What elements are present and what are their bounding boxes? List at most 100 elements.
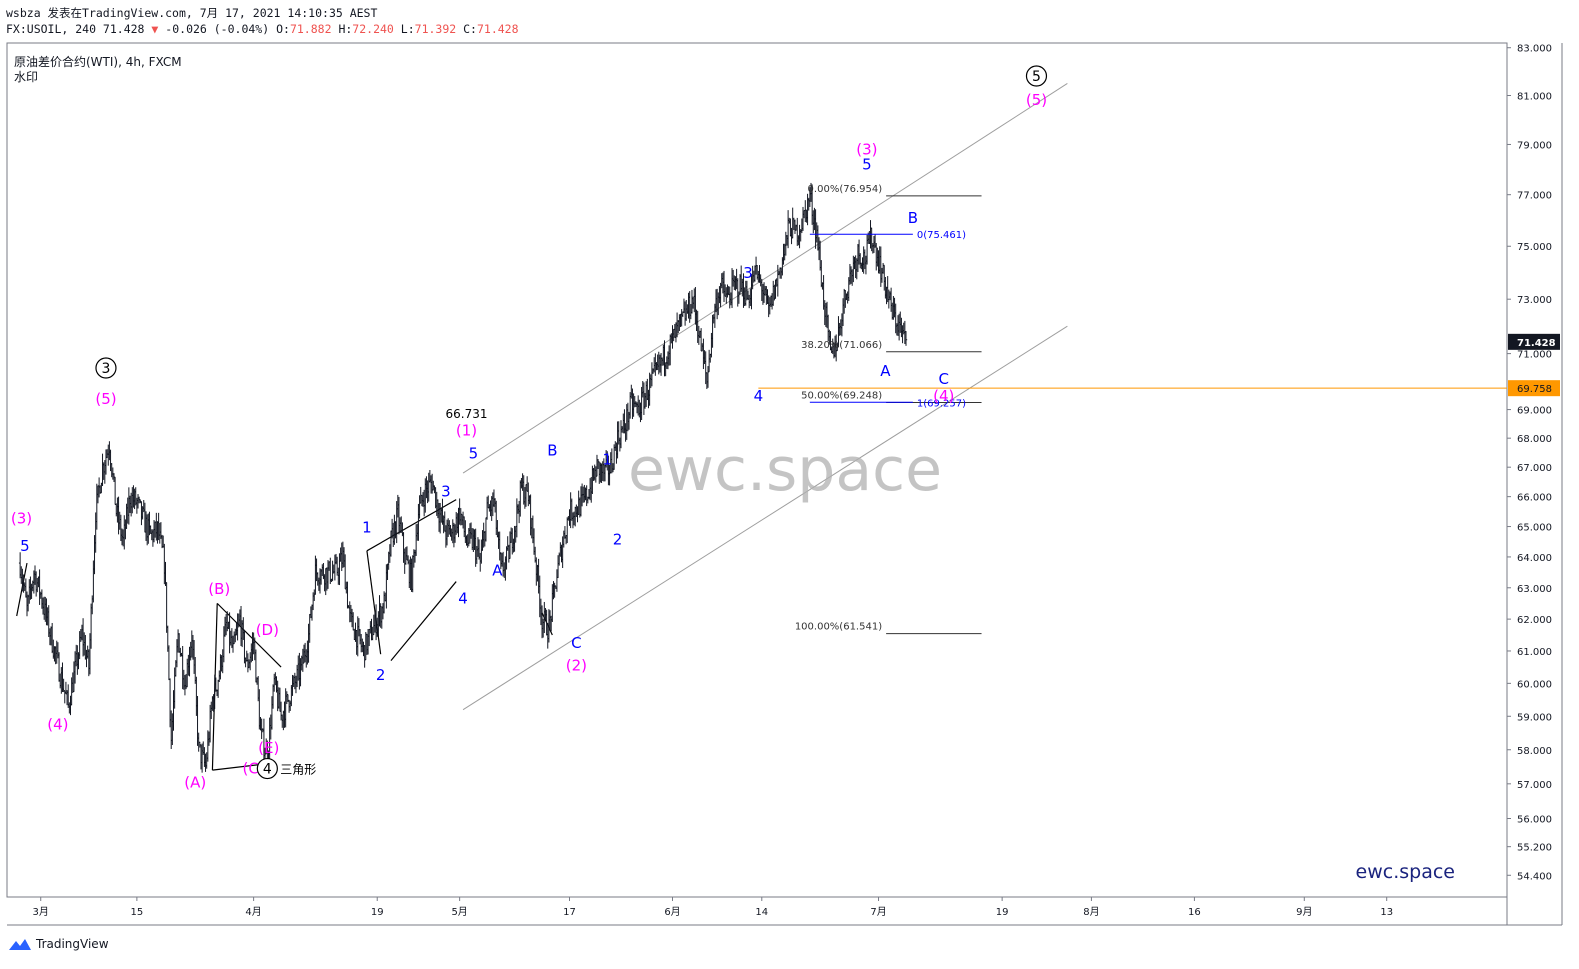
instrument-title: 原油差价合约(WTI), 4h, FXCM	[14, 55, 182, 69]
wave-label: (1)	[456, 421, 477, 439]
fib-level-label: 38.20%(71.066)	[801, 340, 882, 351]
wave-label: (4)	[933, 387, 954, 405]
brand-text: ewc.space	[1356, 861, 1455, 883]
y-tick-label: 67.000	[1517, 463, 1552, 474]
level-price-tag	[1508, 380, 1560, 397]
pattern-line	[366, 550, 382, 655]
wave-label: (A)	[184, 773, 206, 791]
x-tick-label: 5月	[451, 906, 467, 918]
x-tick-label: 9月	[1296, 906, 1312, 918]
x-tick-label: 4月	[245, 906, 261, 918]
y-tick-label: 56.000	[1517, 814, 1552, 825]
wave-label: (5)	[1026, 91, 1047, 109]
wave-label: C	[939, 370, 949, 388]
y-tick-label: 60.000	[1517, 679, 1552, 690]
tradingview-logo-text: TradingView	[36, 937, 109, 951]
x-tick-label: 17	[563, 907, 576, 918]
y-tick-label: 69.000	[1517, 406, 1552, 417]
wave-label: (D)	[256, 621, 279, 639]
y-tick-label: 63.000	[1517, 584, 1552, 595]
instrument-subtitle: 水印	[14, 70, 39, 84]
wave-label-circle	[1025, 65, 1048, 87]
wave-label: 2	[376, 666, 386, 684]
y-tick-label: 77.000	[1517, 191, 1552, 202]
y-tick-label: 64.000	[1517, 553, 1552, 564]
wave-label: (3)	[11, 510, 32, 528]
y-tick-label: 59.000	[1517, 712, 1552, 723]
instrument-legend[interactable]: 原油差价合约(WTI), 4h, FXCM 水印	[14, 55, 182, 85]
close-value: 71.428	[476, 22, 519, 36]
wave-label: 3	[441, 483, 451, 501]
projection-level-label: 0(75.461)	[917, 230, 966, 241]
wave-label: 4	[458, 589, 468, 607]
watermark-text: ewc.space	[628, 435, 942, 505]
wave-label: 2	[613, 531, 623, 549]
current-price-tag	[1508, 333, 1560, 350]
wave-label: (E)	[258, 739, 279, 757]
candles	[18, 182, 908, 775]
wave-label: (5)	[95, 390, 116, 408]
close-label: C:	[463, 22, 477, 36]
wave-label: 4	[754, 387, 764, 405]
y-tick-label: 65.000	[1517, 523, 1552, 534]
wave-label: 3	[743, 264, 753, 282]
tradingview-footer[interactable]: TradingView	[8, 934, 109, 954]
pattern-line	[541, 612, 553, 636]
x-tick-label: 8月	[1083, 906, 1099, 918]
ohlc-legend: FX:USOIL, 240 71.428 ▼ -0.026 (-0.04%) O…	[6, 22, 519, 36]
x-tick-label: 6月	[664, 906, 680, 918]
low-value: 71.392	[414, 22, 457, 36]
high-label: H:	[338, 22, 353, 36]
change-value: -0.026 (-0.04%)	[165, 22, 270, 36]
y-tick-label: 61.000	[1517, 647, 1552, 658]
y-tick-label: 68.000	[1517, 434, 1552, 445]
tradingview-logo-icon	[9, 939, 31, 950]
wave-label: 5	[1032, 69, 1041, 85]
wave-label: 66.731	[445, 407, 487, 421]
wave-label: 1	[603, 450, 613, 468]
current-price-label: 71.428	[1517, 338, 1556, 349]
wave-label: (4)	[47, 716, 68, 734]
down-arrow-icon: ▼	[151, 22, 159, 36]
fib-level-label: 0.00%(76.954)	[808, 184, 883, 195]
pattern-line	[390, 581, 457, 662]
y-tick-label: 58.000	[1517, 746, 1552, 757]
channel-line	[462, 325, 1068, 711]
open-value: 71.882	[289, 22, 332, 36]
wave-label: 5	[469, 444, 479, 462]
y-tick-label: 79.000	[1517, 140, 1552, 151]
channel-line	[462, 83, 1068, 474]
wave-label-circle	[95, 357, 117, 379]
y-tick-label: 57.000	[1517, 780, 1552, 791]
x-tick-label: 3月	[33, 906, 49, 918]
wave-label: C	[571, 634, 581, 652]
wave-label: 5	[862, 155, 872, 173]
x-tick-label: 19	[371, 907, 384, 918]
x-tick-label: 16	[1188, 907, 1201, 918]
symbol-line: FX:USOIL, 240 71.428	[6, 22, 145, 36]
pattern-line	[16, 562, 28, 617]
wave-label: A	[492, 561, 503, 579]
wave-label: (3)	[856, 140, 877, 158]
projection-level-label: 1(69.257)	[917, 398, 966, 409]
open-label: O:	[276, 22, 290, 36]
y-tick-label: 66.000	[1517, 493, 1552, 504]
x-tick-label: 15	[131, 907, 144, 918]
wave-label: (B)	[208, 580, 230, 598]
wave-label: B	[908, 209, 918, 227]
level-price-label: 69.758	[1517, 384, 1552, 395]
y-tick-label: 62.000	[1517, 615, 1552, 626]
y-tick-label: 75.000	[1517, 242, 1552, 253]
publish-info: wsbza 发表在TradingView.com, 7月 17, 2021 14…	[6, 6, 378, 20]
pattern-line	[216, 602, 282, 668]
wave-label: 三角形	[280, 763, 316, 777]
fib-level-label: 50.00%(69.248)	[801, 391, 882, 402]
high-value: 72.240	[352, 22, 394, 36]
low-label: L:	[400, 22, 415, 36]
y-tick-label: 54.400	[1517, 871, 1552, 882]
y-tick-label: 83.000	[1517, 44, 1552, 55]
fib-level-label: 100.00%(61.541)	[795, 622, 882, 633]
wave-label: A	[880, 362, 891, 380]
wave-label-circle	[256, 757, 278, 780]
